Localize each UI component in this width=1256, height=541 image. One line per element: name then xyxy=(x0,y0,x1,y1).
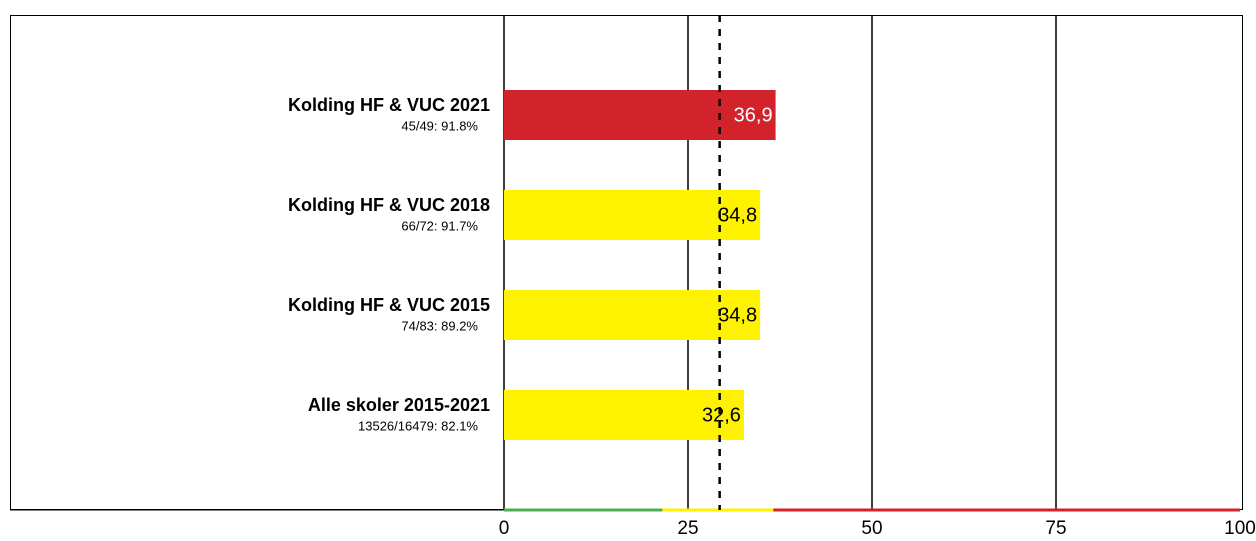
category-sublabel: 66/72: 91.7% xyxy=(401,218,478,233)
data-label: 34,8 xyxy=(718,204,757,226)
x-tick-label: 75 xyxy=(1045,518,1066,539)
bar xyxy=(504,390,744,440)
bar xyxy=(504,290,761,340)
bar xyxy=(504,190,761,240)
x-tick-label: 0 xyxy=(499,518,510,539)
data-label: 32,6 xyxy=(702,404,741,426)
bar xyxy=(504,90,776,140)
data-label: 36,9 xyxy=(734,104,773,126)
data-label: 34,8 xyxy=(718,304,757,326)
x-tick-label: 25 xyxy=(677,518,698,539)
x-tick-label: 100 xyxy=(1224,518,1256,539)
category-label: Kolding HF & VUC 2018 xyxy=(288,195,490,215)
category-label: Kolding HF & VUC 2021 xyxy=(288,95,490,115)
category-label: Alle skoler 2015-2021 xyxy=(308,395,490,415)
category-sublabel: 13526/16479: 82.1% xyxy=(358,418,478,433)
category-label: Kolding HF & VUC 2015 xyxy=(288,295,490,315)
category-sublabel: 45/49: 91.8% xyxy=(401,118,478,133)
x-tick-label: 50 xyxy=(861,518,882,539)
category-sublabel: 74/83: 89.2% xyxy=(401,318,478,333)
